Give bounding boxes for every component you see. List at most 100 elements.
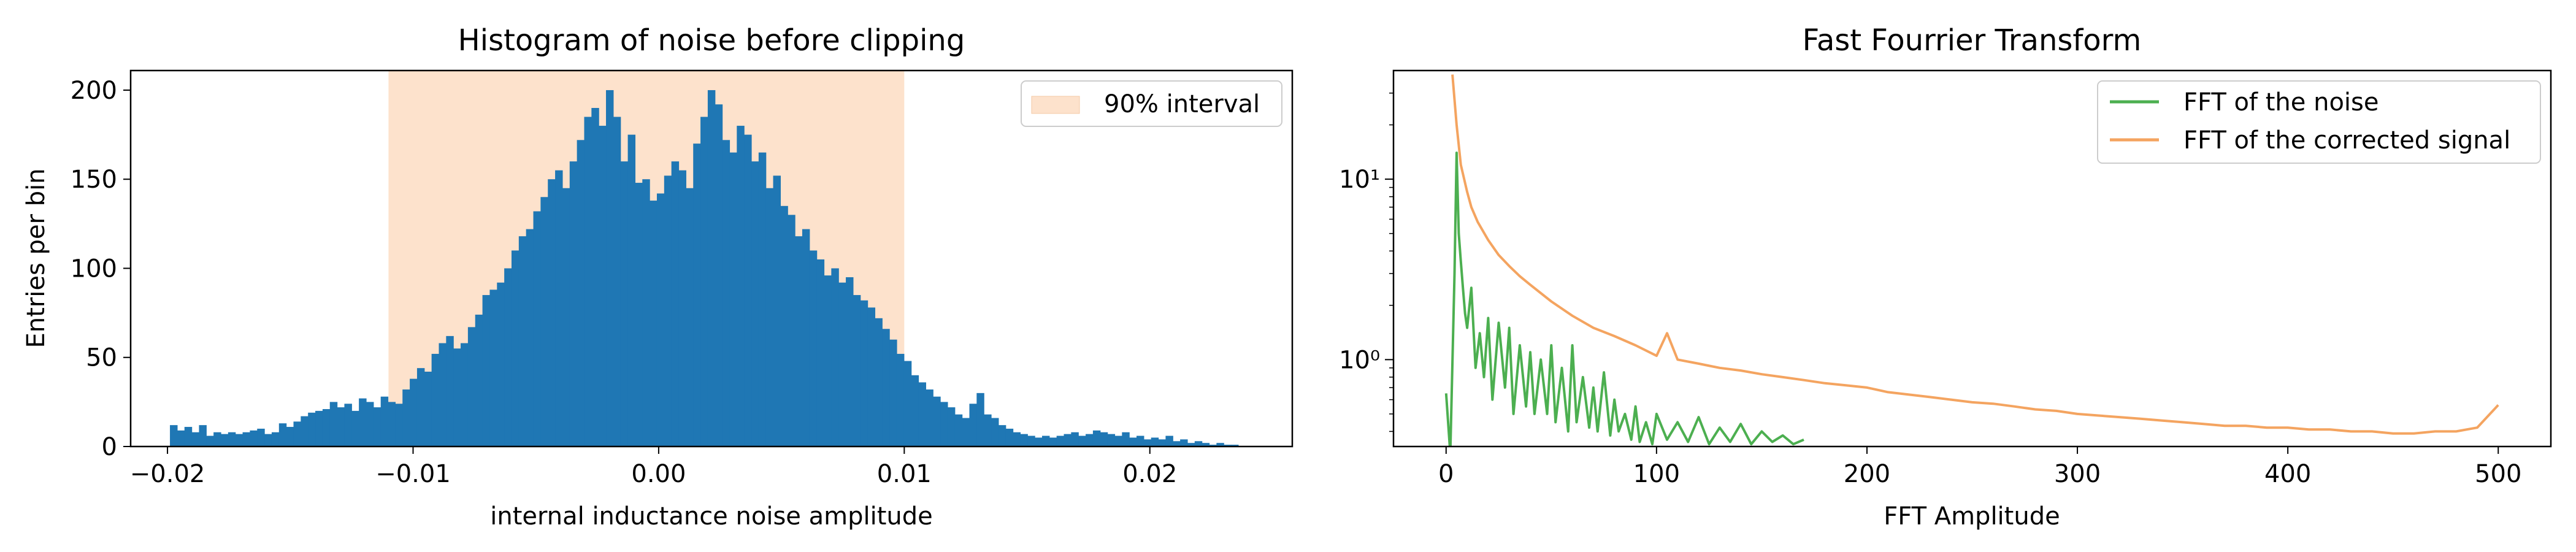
- histogram-bar: [729, 152, 737, 447]
- histogram-bar: [577, 140, 585, 447]
- histogram-bar: [686, 188, 694, 447]
- histogram-bar: [1107, 434, 1116, 447]
- histogram-x-tick-label: −0.01: [375, 460, 451, 488]
- histogram-bar: [351, 410, 359, 447]
- histogram-bar: [257, 428, 265, 447]
- histogram-bar: [242, 432, 251, 447]
- histogram-bar: [656, 193, 665, 447]
- noise-legend-label: FFT of the noise: [2183, 88, 2379, 117]
- histogram-bar: [1194, 441, 1203, 447]
- histogram-bar: [1114, 435, 1122, 447]
- histogram-bar: [606, 90, 614, 447]
- histogram-bar: [388, 402, 396, 447]
- histogram-bar: [933, 396, 941, 447]
- histogram-panel: Histogram of noise before clipping −0.02…: [22, 23, 1294, 531]
- corrected-signal-legend-label: FFT of the corrected signal: [2183, 126, 2510, 155]
- histogram-bar: [533, 211, 541, 447]
- histogram-bar: [431, 353, 440, 447]
- histogram-bar: [722, 140, 730, 447]
- histogram-bar: [221, 434, 229, 447]
- histogram-x-tick-label: 0.02: [1122, 460, 1177, 488]
- fft-y-tick-label: 10¹: [1339, 166, 1380, 194]
- histogram-y-axis-label: Entries per bin: [22, 168, 50, 348]
- histogram-bar: [402, 389, 410, 447]
- fft-series-lines: [1444, 74, 2499, 447]
- histogram-y-tick-label: 100: [71, 255, 117, 283]
- histogram-bar: [518, 236, 527, 447]
- histogram-bar: [918, 382, 926, 447]
- histogram-x-ticks: −0.02 −0.01 0.00 0.01 0.02: [130, 447, 1177, 488]
- interval-legend-swatch: [1031, 96, 1080, 114]
- histogram-bar: [366, 402, 374, 447]
- histogram-y-tick-label: 150: [71, 166, 117, 194]
- histogram-bar: [627, 134, 636, 447]
- histogram-bar: [461, 343, 469, 447]
- histogram-bar: [984, 414, 992, 447]
- fft-x-tick-label: 400: [2264, 460, 2311, 488]
- histogram-bar: [809, 250, 818, 447]
- fft-x-axis-label: FFT Amplitude: [1884, 502, 2060, 531]
- histogram-bar: [1173, 441, 1181, 447]
- fft-title: Fast Fourrier Transform: [1803, 23, 2142, 58]
- fft-x-tick-label: 300: [2054, 460, 2101, 488]
- histogram-bar: [976, 393, 984, 447]
- histogram-bar: [1041, 435, 1050, 447]
- histogram-bar: [940, 402, 948, 447]
- histogram-bar: [650, 201, 657, 447]
- histogram-bar: [991, 418, 999, 447]
- histogram-bar: [1224, 445, 1232, 447]
- histogram-y-tick-label: 0: [102, 433, 117, 461]
- histogram-bar: [707, 90, 716, 447]
- histogram-x-tick-label: 0.01: [877, 460, 932, 488]
- histogram-title: Histogram of noise before clipping: [458, 23, 965, 58]
- histogram-bar: [1122, 432, 1130, 447]
- histogram-bar: [795, 236, 803, 447]
- corrected-signal-fft-line: [1451, 74, 2499, 435]
- histogram-x-tick-label: 0.00: [631, 460, 686, 488]
- histogram-bar: [715, 104, 723, 447]
- histogram-bar: [599, 126, 607, 447]
- histogram-bar: [1158, 439, 1167, 447]
- histogram-bars: [170, 90, 1239, 447]
- histogram-bar: [1100, 432, 1108, 447]
- histogram-bar: [1129, 437, 1137, 447]
- histogram-bar: [737, 126, 745, 447]
- histogram-bar: [293, 421, 301, 447]
- fft-x-tick-label: 100: [1633, 460, 1680, 488]
- histogram-y-tick-label: 50: [86, 344, 117, 372]
- histogram-bar: [831, 268, 839, 447]
- histogram-bar: [962, 418, 970, 447]
- histogram-bar: [235, 434, 243, 447]
- histogram-bar: [882, 329, 890, 447]
- histogram-bar: [373, 407, 381, 447]
- histogram-bar: [1209, 445, 1217, 447]
- histogram-bar: [693, 144, 701, 447]
- histogram-bar: [264, 434, 272, 447]
- histogram-bar: [802, 229, 810, 447]
- histogram-bar: [591, 108, 599, 447]
- histogram-bar: [489, 289, 497, 447]
- histogram-bar: [380, 396, 389, 447]
- histogram-bar: [250, 430, 258, 447]
- histogram-bar: [191, 432, 200, 447]
- histogram-bar: [620, 161, 629, 447]
- histogram-bar: [511, 250, 519, 447]
- histogram-bar: [315, 410, 323, 447]
- histogram-bar: [867, 307, 876, 447]
- histogram-bar: [853, 295, 861, 447]
- histogram-bar: [562, 188, 570, 447]
- histogram-bar: [1143, 439, 1152, 447]
- histogram-bar: [1086, 434, 1094, 447]
- histogram-bar: [278, 423, 287, 447]
- histogram-bar: [838, 282, 846, 447]
- histogram-bar: [286, 427, 294, 447]
- histogram-bar: [1071, 432, 1079, 447]
- histogram-legend-frame: [1021, 80, 1282, 127]
- fft-panel: Fast Fourrier Transform 0 100 200 300 400 500…: [1339, 23, 2552, 531]
- histogram-bar: [1078, 435, 1086, 447]
- histogram-bar: [824, 275, 832, 447]
- histogram-bar: [671, 161, 680, 447]
- histogram-bar: [555, 170, 563, 447]
- histogram-bar: [947, 407, 956, 447]
